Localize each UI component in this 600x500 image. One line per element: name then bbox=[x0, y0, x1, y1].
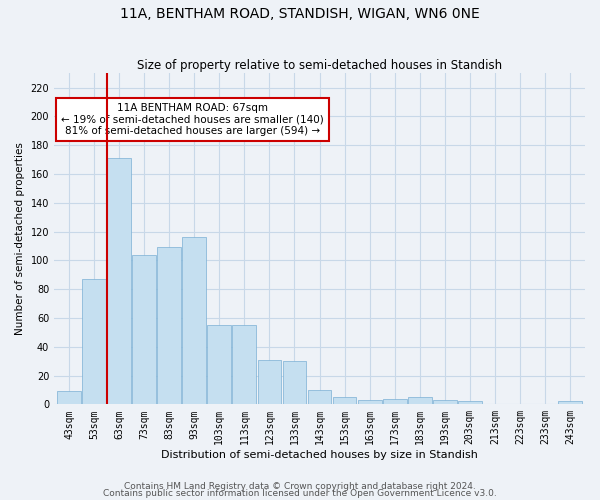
Title: Size of property relative to semi-detached houses in Standish: Size of property relative to semi-detach… bbox=[137, 59, 502, 72]
X-axis label: Distribution of semi-detached houses by size in Standish: Distribution of semi-detached houses by … bbox=[161, 450, 478, 460]
Bar bbox=[107, 158, 131, 404]
Bar bbox=[458, 402, 482, 404]
Bar bbox=[558, 402, 582, 404]
Bar bbox=[383, 398, 407, 404]
Bar bbox=[208, 325, 231, 404]
Bar bbox=[283, 361, 307, 405]
Bar bbox=[182, 238, 206, 404]
Bar bbox=[157, 248, 181, 404]
Bar bbox=[82, 279, 106, 404]
Text: 11A, BENTHAM ROAD, STANDISH, WIGAN, WN6 0NE: 11A, BENTHAM ROAD, STANDISH, WIGAN, WN6 … bbox=[120, 8, 480, 22]
Bar bbox=[133, 254, 156, 404]
Y-axis label: Number of semi-detached properties: Number of semi-detached properties bbox=[15, 142, 25, 335]
Bar bbox=[57, 392, 81, 404]
Bar bbox=[257, 360, 281, 405]
Bar bbox=[433, 400, 457, 404]
Bar bbox=[308, 390, 331, 404]
Bar bbox=[332, 397, 356, 404]
Text: Contains public sector information licensed under the Open Government Licence v3: Contains public sector information licen… bbox=[103, 490, 497, 498]
Bar bbox=[232, 325, 256, 404]
Text: Contains HM Land Registry data © Crown copyright and database right 2024.: Contains HM Land Registry data © Crown c… bbox=[124, 482, 476, 491]
Text: 11A BENTHAM ROAD: 67sqm
← 19% of semi-detached houses are smaller (140)
81% of s: 11A BENTHAM ROAD: 67sqm ← 19% of semi-de… bbox=[61, 103, 323, 136]
Bar bbox=[358, 400, 382, 404]
Bar bbox=[408, 397, 431, 404]
